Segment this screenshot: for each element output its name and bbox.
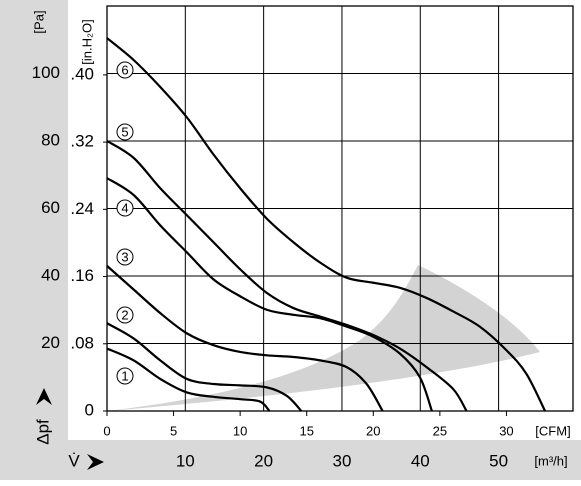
- x-tick-label: 30: [499, 423, 513, 438]
- x2-unit: [m³/h]: [534, 453, 567, 468]
- x-symbol: V̇: [68, 451, 80, 470]
- y-arrow: [36, 388, 52, 405]
- x2-tick-label: 20: [254, 451, 273, 470]
- curve-label: 2: [121, 307, 128, 322]
- y-tick-label: 80: [41, 130, 60, 149]
- y2-tick-label: .40: [70, 64, 94, 83]
- x-arrow: [87, 454, 104, 470]
- fan-curve: [106, 322, 303, 412]
- y-tick-label: 40: [41, 265, 60, 284]
- fan-curve: [106, 37, 547, 412]
- y-tick-label: 60: [41, 198, 60, 217]
- curve-label-circle: [116, 367, 134, 385]
- x2-tick-label: 30: [332, 451, 351, 470]
- y-unit: [Pa]: [31, 10, 46, 33]
- curve-label-circle: [116, 61, 134, 79]
- y-symbol: Δpf: [33, 419, 52, 445]
- x2-tick-label: 10: [176, 451, 195, 470]
- fan-curve: [106, 265, 384, 412]
- x-tick-label: 10: [233, 423, 247, 438]
- x2-tick-label: 40: [411, 451, 430, 470]
- curve-label: 4: [121, 200, 128, 215]
- curve-label: 6: [121, 62, 128, 77]
- fan-curve: [106, 347, 271, 412]
- y2-tick-label: .08: [70, 333, 94, 352]
- y2-tick-label: 0: [85, 400, 94, 419]
- fan-curve: [106, 140, 468, 412]
- left-band: [0, 0, 68, 480]
- curve-label-circle: [116, 199, 134, 217]
- y-tick-label: 20: [41, 333, 60, 352]
- fan-curve: [106, 177, 433, 412]
- operating-region: [107, 265, 540, 411]
- y2-tick-label: .24: [70, 199, 94, 218]
- x-tick-label: 25: [433, 423, 447, 438]
- y2-tick-label: .16: [70, 266, 94, 285]
- x-tick-label: 20: [366, 423, 380, 438]
- curve-label: 1: [121, 368, 128, 383]
- x-tick-label: 0: [103, 423, 110, 438]
- x-tick-label: 15: [299, 423, 313, 438]
- curve-label: 5: [121, 124, 128, 139]
- x-unit: [CFM]: [535, 423, 570, 438]
- x-tick-label: 5: [170, 423, 177, 438]
- y2-unit: [in.H₂O]: [79, 19, 94, 65]
- curve-label-circle: [116, 123, 134, 141]
- curve-label: 3: [121, 249, 128, 264]
- plot-frame: [106, 5, 574, 412]
- curve-label-circle: [116, 248, 134, 266]
- curve-label-circle: [116, 306, 134, 324]
- x2-tick-label: 50: [489, 451, 508, 470]
- y-tick-label: 100: [32, 63, 60, 82]
- y2-tick-label: .32: [70, 132, 94, 151]
